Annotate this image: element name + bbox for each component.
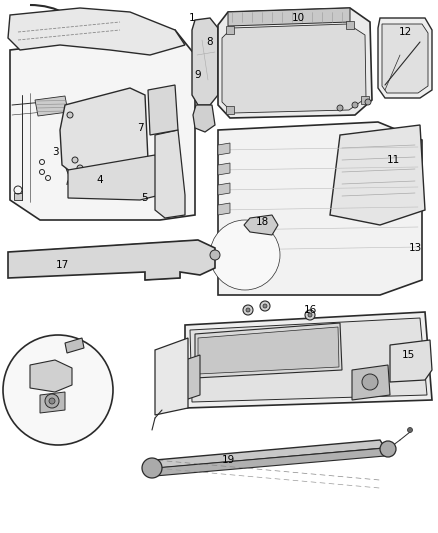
Polygon shape [218,143,230,155]
Polygon shape [222,24,366,113]
Polygon shape [330,125,425,225]
Circle shape [67,112,73,118]
Text: 5: 5 [141,193,148,203]
Text: 13: 13 [408,243,422,253]
Text: 16: 16 [304,305,317,315]
Polygon shape [218,122,422,295]
Polygon shape [40,392,65,413]
Polygon shape [352,365,390,400]
Polygon shape [155,448,385,476]
Polygon shape [155,130,185,218]
Circle shape [72,157,78,163]
Polygon shape [378,18,432,98]
Polygon shape [155,440,385,468]
Text: 10: 10 [291,13,304,23]
Text: 15: 15 [401,350,415,360]
Circle shape [362,374,378,390]
Polygon shape [35,96,68,116]
Polygon shape [218,8,372,118]
Polygon shape [8,240,215,280]
Circle shape [45,394,59,408]
Polygon shape [390,340,432,382]
Circle shape [352,102,358,108]
Polygon shape [195,323,342,378]
Polygon shape [193,105,215,132]
Polygon shape [382,24,428,93]
Polygon shape [244,215,278,235]
Polygon shape [8,8,185,55]
Circle shape [263,304,267,308]
Polygon shape [148,85,178,135]
Polygon shape [14,193,22,200]
Circle shape [260,301,270,311]
Text: 8: 8 [207,37,213,47]
Polygon shape [361,96,369,104]
Circle shape [337,105,343,111]
Text: 17: 17 [55,260,69,270]
Polygon shape [198,327,339,374]
Circle shape [3,335,113,445]
Polygon shape [226,106,234,114]
Circle shape [246,308,250,312]
Circle shape [407,427,413,432]
Circle shape [305,310,315,320]
Circle shape [380,441,396,457]
Text: 4: 4 [97,175,103,185]
Text: 18: 18 [255,217,268,227]
Circle shape [210,220,280,290]
Polygon shape [30,360,72,392]
Circle shape [308,313,312,317]
Circle shape [210,250,220,260]
Polygon shape [185,355,200,400]
Polygon shape [155,338,188,415]
Polygon shape [68,155,160,200]
Text: 1: 1 [189,13,195,23]
Polygon shape [190,318,427,402]
Polygon shape [145,265,180,280]
Circle shape [253,217,269,233]
Circle shape [243,305,253,315]
Text: 19: 19 [221,455,235,465]
Circle shape [49,398,55,404]
Circle shape [142,458,162,478]
Polygon shape [185,312,432,408]
Polygon shape [65,338,84,353]
Circle shape [77,165,83,171]
Polygon shape [218,183,230,195]
Polygon shape [192,18,218,105]
Text: 3: 3 [52,147,58,157]
Polygon shape [218,203,230,215]
Polygon shape [346,21,354,29]
Text: 7: 7 [137,123,143,133]
Polygon shape [218,163,230,175]
Text: 12: 12 [399,27,412,37]
Text: 11: 11 [386,155,399,165]
Circle shape [365,99,371,105]
Polygon shape [228,8,350,26]
Polygon shape [10,30,195,220]
Polygon shape [226,26,234,34]
Polygon shape [60,88,148,175]
Text: 9: 9 [194,70,201,80]
